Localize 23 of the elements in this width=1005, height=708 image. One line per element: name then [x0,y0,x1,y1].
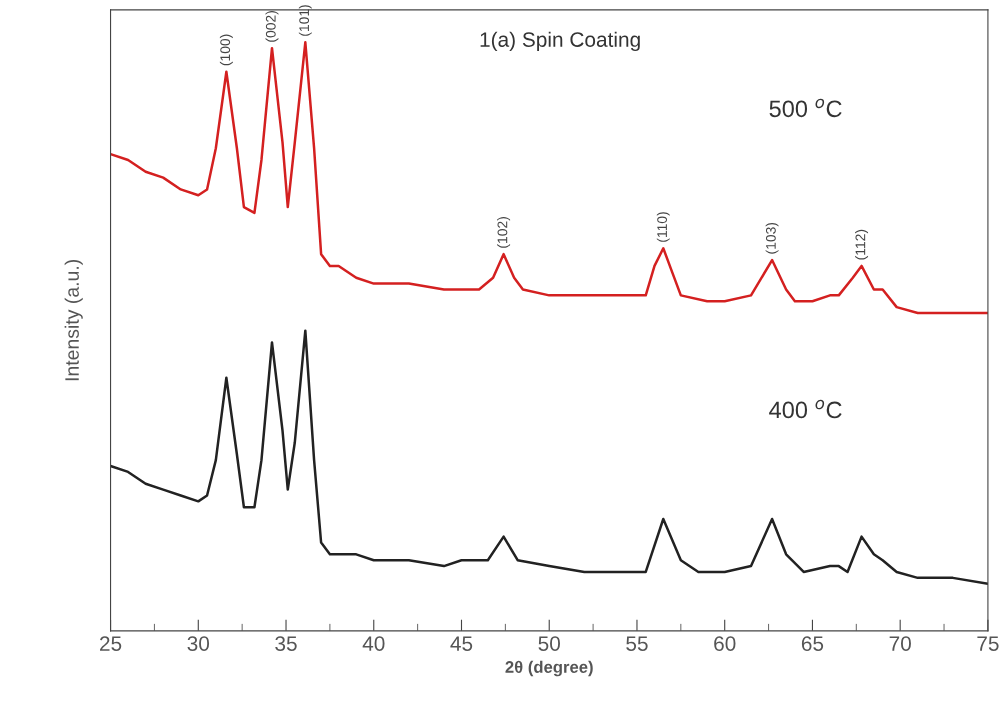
annotation: (102) [497,217,511,248]
annotation: 500 $^{o}$C [769,98,842,118]
x-tick-label: 45 [450,636,473,651]
x-tick-label: 50 [538,636,561,651]
annotation: 1(a) Spin Coating [480,31,640,52]
annotation: (103) [765,222,779,254]
annotation: (100) [219,34,233,66]
x-tick-label: 35 [275,636,297,651]
annotation: (002) [265,11,279,42]
x-tick-label: 40 [362,636,385,651]
x-tick-label: 60 [714,636,736,651]
x-tick-label: 55 [626,636,648,651]
annotation: (101) [298,5,312,36]
y-axis-title: Intensity (a.u.) [64,259,83,381]
x-axis-title: 2θ (degree) [505,660,593,677]
annotation: (112) [855,229,869,260]
x-tick-label: 65 [801,636,824,651]
x-tick-label: 75 [977,636,999,651]
annotation: (110) [656,212,670,242]
annotation: 400 $^{o}$C [769,399,842,419]
x-tick-label: 30 [187,636,210,651]
x-tick-label: 70 [889,636,911,651]
x-tick-label: 25 [100,636,122,651]
